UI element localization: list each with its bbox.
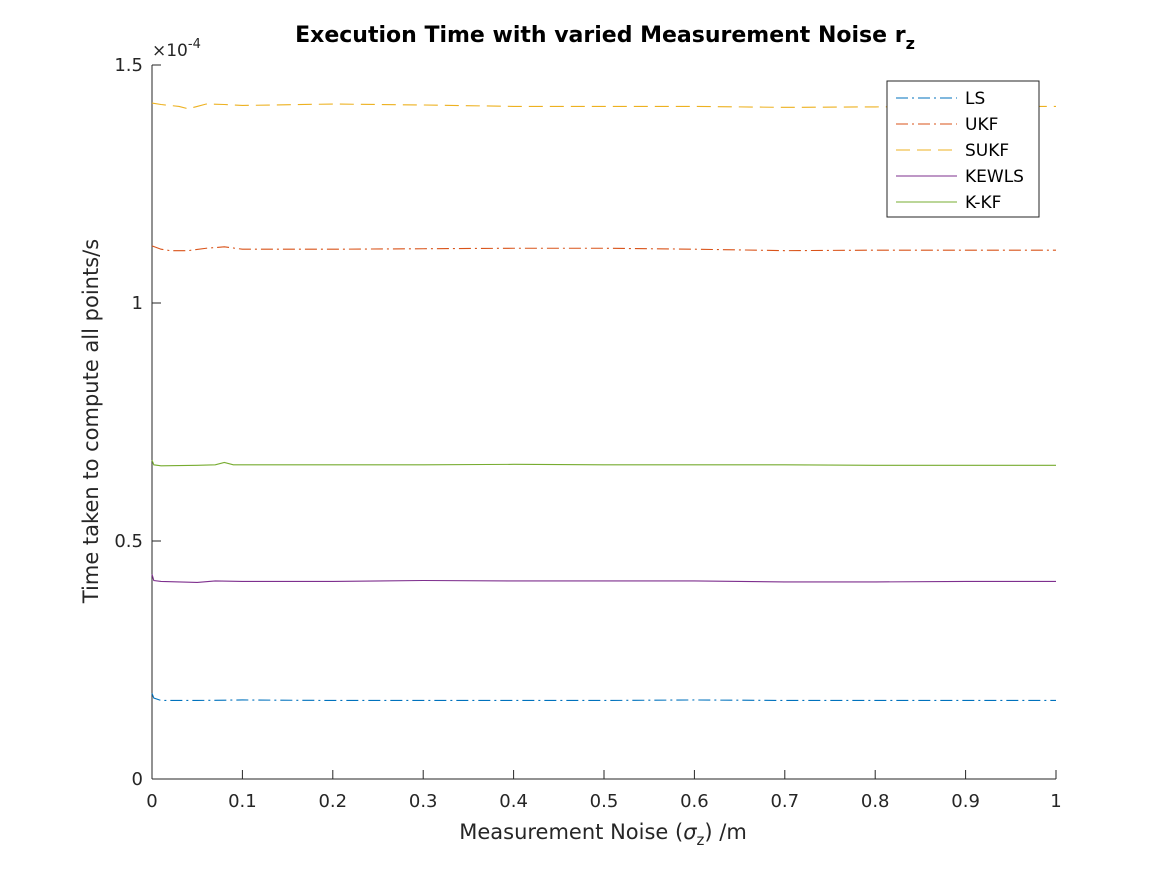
legend-label-sukf: SUKF xyxy=(965,141,1009,161)
y-tick-label: 1.5 xyxy=(114,55,143,76)
series-line-ls xyxy=(151,693,1056,702)
x-axis-label-sub: z xyxy=(697,831,705,849)
ticks: 0 0.1 0.2 0.3 0.4 0.5 0.6 0.7 0.8 0.9 1 0 0.5 1 1.5 xyxy=(114,55,1061,812)
x-tick-label: 0.4 xyxy=(499,791,528,812)
y-axis-exponent: ×10-4 xyxy=(152,37,201,61)
chart-title-main: Execution Time with varied Measurement N… xyxy=(295,23,906,48)
x-tick-label: 0.1 xyxy=(228,791,257,812)
y-axis-exponent-prefix: ×10 xyxy=(152,41,188,61)
chart-title: Execution Time with varied Measurement N… xyxy=(295,23,915,53)
series-group xyxy=(151,102,1056,702)
legend-label-ukf: UKF xyxy=(965,115,998,135)
x-tick-label: 0.6 xyxy=(680,791,709,812)
y-tick-label: 0 xyxy=(132,769,143,790)
series-line-ukf xyxy=(151,245,1056,252)
chart-title-subscript: z xyxy=(906,34,915,53)
legend-label-k-kf: K-KF xyxy=(965,193,1001,213)
series-line-sukf xyxy=(151,102,1056,110)
x-tick-label: 0.5 xyxy=(590,791,619,812)
x-tick-label: 1 xyxy=(1050,791,1061,812)
y-axis-exponent-power: -4 xyxy=(188,37,201,52)
series-line-k-kf xyxy=(151,459,1056,467)
legend-label-ls: LS xyxy=(965,89,985,109)
x-axis-label-sigma: σ xyxy=(683,820,697,844)
x-tick-label: 0.2 xyxy=(318,791,347,812)
x-axis-label: Measurement Noise (σz) /m xyxy=(459,820,747,849)
y-tick-label: 1 xyxy=(132,293,143,314)
x-tick-label: 0.3 xyxy=(409,791,438,812)
series-line-kewls xyxy=(151,574,1056,583)
x-axis-label-post: ) /m xyxy=(704,820,746,844)
y-axis-label: Time taken to compute all points/s xyxy=(79,239,103,604)
x-axis-label-pre: Measurement Noise ( xyxy=(459,820,683,844)
x-tick-label: 0.8 xyxy=(861,791,890,812)
x-tick-label: 0.9 xyxy=(951,791,980,812)
legend-label-kewls: KEWLS xyxy=(965,167,1024,187)
legend: LS UKF SUKF KEWLS K-KF xyxy=(886,80,1040,218)
y-tick-label: 0.5 xyxy=(114,531,143,552)
x-tick-label: 0 xyxy=(146,791,157,812)
legend-box xyxy=(886,80,1040,218)
x-tick-label: 0.7 xyxy=(770,791,799,812)
